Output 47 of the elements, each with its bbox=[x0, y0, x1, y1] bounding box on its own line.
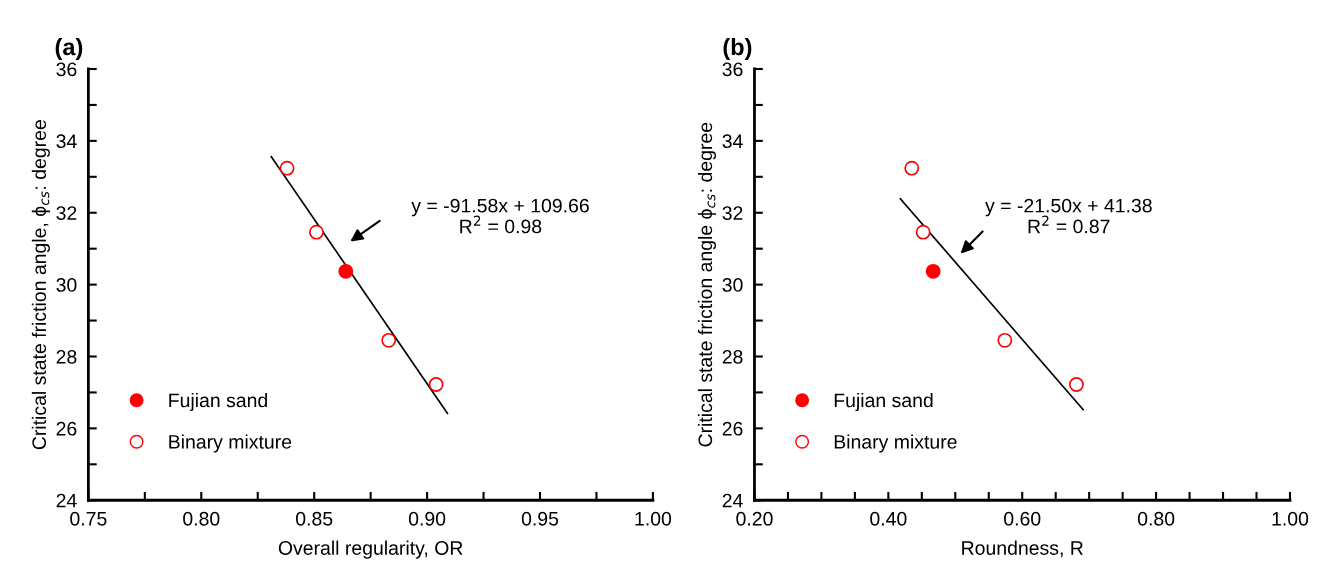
legend-label: Binary mixture bbox=[169, 434, 292, 453]
x-tick-label: 0.40 bbox=[870, 511, 907, 526]
y-tick-label: 30 bbox=[722, 278, 743, 292]
y-axis-title: Critical state friction angle ϕ$_{cs}$: degree bbox=[697, 122, 717, 447]
y-tick-label: 34 bbox=[56, 134, 77, 149]
point bbox=[1069, 377, 1084, 392]
y-tick-label: 26 bbox=[722, 421, 743, 436]
x-tick-label: 0.60 bbox=[1004, 511, 1041, 526]
chart-title: (a) bbox=[55, 38, 83, 61]
point bbox=[279, 160, 295, 176]
x-tick-label: 0.85 bbox=[296, 511, 333, 526]
x-tick-label: 0.75 bbox=[70, 511, 107, 526]
y-tick-label: 32 bbox=[56, 206, 77, 220]
point bbox=[428, 377, 444, 392]
y-tick-label: 34 bbox=[722, 134, 743, 149]
chart-title: (b) bbox=[723, 38, 752, 61]
y-tick-label: 30 bbox=[56, 278, 77, 292]
y-tick-label: 28 bbox=[722, 349, 743, 364]
y-tick-label: 24 bbox=[722, 493, 743, 508]
y-tick-label: 24 bbox=[56, 493, 77, 508]
x-tick-label: 0.95 bbox=[521, 511, 559, 526]
point bbox=[309, 224, 324, 240]
point bbox=[925, 263, 941, 279]
y-tick-label: 26 bbox=[56, 421, 77, 436]
annotation: y = -21.50x + 41.38 R$^{2}$ = 0.87 bbox=[985, 198, 1152, 234]
y-axis-title: Critical state friction angle, ϕ$_{cs}$: degree bbox=[31, 120, 50, 450]
x-axis-title: Roundness, R bbox=[962, 540, 1083, 558]
x-tick-label: 0.80 bbox=[1137, 511, 1175, 526]
point bbox=[381, 332, 397, 348]
x-tick-label: 0.90 bbox=[408, 511, 446, 526]
x-tick-label: 0.20 bbox=[736, 511, 773, 526]
annotation: y = -91.58x + 109.66 R$^{2}$ = 0.98 bbox=[411, 198, 589, 234]
point bbox=[904, 160, 920, 176]
x-axis-title: Overall regularity, OR bbox=[278, 540, 463, 559]
point bbox=[997, 332, 1013, 348]
x-tick-label: 1.00 bbox=[635, 511, 672, 526]
x-tick-label: 0.80 bbox=[183, 511, 220, 526]
legend-label: Binary mixture bbox=[834, 434, 957, 453]
x-tick-label: 1.00 bbox=[1272, 511, 1309, 526]
legend-label: Fujian sand bbox=[834, 392, 933, 412]
y-tick-label: 36 bbox=[722, 62, 743, 77]
y-tick-label: 32 bbox=[722, 206, 743, 220]
y-tick-label: 36 bbox=[56, 62, 77, 77]
y-tick-label: 28 bbox=[56, 349, 77, 364]
legend-label: Fujian sand bbox=[169, 392, 267, 412]
point bbox=[915, 224, 931, 240]
point bbox=[338, 263, 354, 279]
